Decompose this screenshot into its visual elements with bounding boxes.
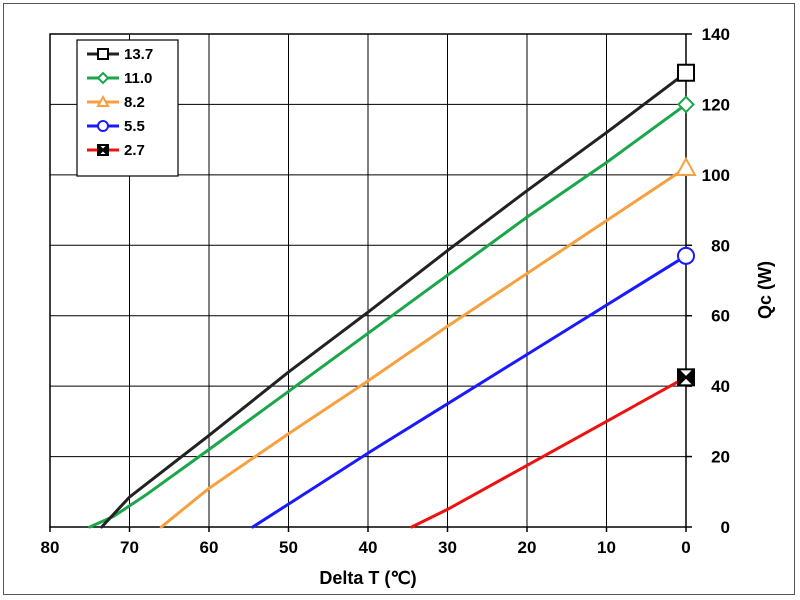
y-tick-label: 20 — [711, 448, 730, 467]
diamond-marker — [96, 71, 110, 85]
x-axis-title: Delta T (℃) — [319, 568, 416, 588]
square-marker — [97, 48, 109, 60]
legend-marker — [97, 120, 109, 132]
end-marker-8.2 — [675, 156, 697, 177]
series-line-5.5 — [251, 254, 688, 529]
legend-marker — [97, 48, 109, 60]
series-group — [88, 71, 688, 529]
y-tick-label: 60 — [711, 307, 730, 326]
x-tick-label: 10 — [597, 538, 616, 557]
legend-box — [76, 39, 179, 177]
end-markers — [675, 63, 697, 387]
end-marker-2.7 — [677, 368, 695, 387]
legend-marker — [97, 144, 109, 156]
legend-marker — [96, 71, 110, 85]
x-tick-label: 60 — [200, 538, 219, 557]
x-tick-label: 80 — [41, 538, 60, 557]
y-tick-label: 0 — [721, 518, 730, 537]
end-marker-11.0 — [677, 95, 695, 114]
y-axis-title: Qc (W) — [755, 261, 775, 319]
series-line-13.7 — [100, 71, 688, 529]
x-tick-label: 70 — [120, 538, 139, 557]
series-line-11.0 — [88, 102, 688, 529]
square-marker — [677, 63, 695, 82]
y-tick-labels: 0 20 40 60 80 100 120 140 — [702, 25, 730, 537]
legend-label: 13.7 — [124, 46, 153, 63]
x-tick-labels: 80 70 60 50 40 30 20 10 0 — [41, 538, 691, 557]
x-tick-label: 0 — [681, 538, 690, 557]
end-marker-5.5 — [677, 246, 695, 265]
x-square-fill-right — [686, 369, 694, 386]
triangle-marker — [675, 156, 697, 177]
legend: 13.7 11.0 8.2 5.5 2.7 — [76, 39, 179, 177]
series-line-2.7 — [410, 375, 688, 529]
legend-label: 5.5 — [124, 118, 145, 135]
y-tick-label: 80 — [711, 236, 730, 255]
y-tick-label: 40 — [711, 377, 730, 396]
end-marker-13.7 — [677, 63, 695, 82]
y-tick-label: 120 — [702, 95, 730, 114]
legend-item: 2.7 — [87, 142, 145, 159]
x-square-fill-left — [678, 369, 686, 386]
y-tick-label: 140 — [702, 25, 730, 44]
legend-item: 11.0 — [87, 70, 152, 87]
legend-label: 11.0 — [124, 70, 152, 87]
legend-item: 8.2 — [87, 94, 145, 111]
y-tick-label: 100 — [702, 166, 730, 185]
legend-item: 5.5 — [87, 118, 145, 135]
x-tick-label: 20 — [518, 538, 537, 557]
legend-item: 13.7 — [87, 46, 153, 63]
circle-marker — [677, 246, 695, 265]
x-square-diag-b — [677, 368, 695, 387]
series-line-8.2 — [159, 166, 688, 529]
circle-marker — [97, 120, 109, 132]
triangle-marker — [96, 94, 110, 107]
x-square-diag-b — [97, 144, 109, 156]
legend-label: 8.2 — [124, 94, 145, 111]
x-tick-label: 30 — [438, 538, 457, 557]
x-tick-label: 50 — [279, 538, 298, 557]
legend-marker — [96, 94, 110, 107]
diamond-marker — [677, 95, 695, 114]
x-tick-label: 40 — [359, 538, 378, 557]
legend-label: 2.7 — [124, 142, 145, 159]
